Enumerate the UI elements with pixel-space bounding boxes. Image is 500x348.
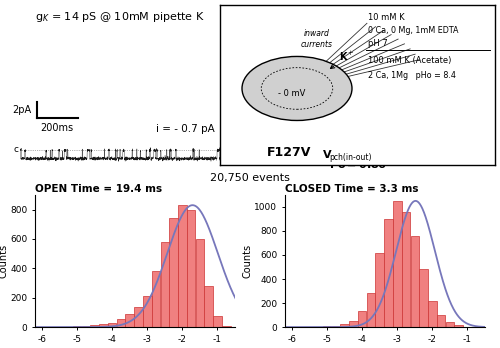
Text: 2pA: 2pA: [12, 105, 31, 115]
Bar: [213, 316, 222, 327]
Bar: [90, 325, 99, 327]
Bar: [222, 326, 230, 327]
Text: F127V: F127V: [266, 146, 311, 159]
Bar: [349, 321, 358, 327]
Bar: [463, 326, 472, 327]
Bar: [358, 311, 366, 327]
Text: i = - 0.7 pA: i = - 0.7 pA: [156, 124, 214, 134]
Bar: [340, 324, 349, 327]
Text: K$^+$: K$^+$: [330, 50, 354, 69]
Y-axis label: Counts: Counts: [243, 244, 253, 278]
Bar: [376, 253, 384, 327]
Bar: [152, 271, 160, 327]
Bar: [420, 269, 428, 327]
Text: pH 7: pH 7: [368, 39, 388, 48]
Text: pch(in-out): pch(in-out): [329, 153, 372, 162]
Bar: [384, 219, 393, 327]
Text: $\mathbf{Po = 0.86}$: $\mathbf{Po = 0.86}$: [329, 158, 388, 169]
Bar: [402, 212, 410, 327]
Text: 100 mM K (Acetate): 100 mM K (Acetate): [368, 56, 452, 65]
Text: 200ms: 200ms: [40, 123, 74, 133]
Bar: [314, 326, 322, 327]
Bar: [99, 324, 108, 327]
Text: 0 Ca, 0 Mg, 1mM EDTA: 0 Ca, 0 Mg, 1mM EDTA: [368, 26, 459, 35]
Bar: [332, 326, 340, 327]
Text: 2 Ca, 1Mg   pHo = 8.4: 2 Ca, 1Mg pHo = 8.4: [368, 71, 456, 80]
Y-axis label: Counts: Counts: [0, 244, 8, 278]
Bar: [73, 326, 82, 327]
Text: 20,750 events: 20,750 events: [210, 173, 290, 183]
Bar: [393, 201, 402, 327]
Bar: [178, 205, 186, 327]
Bar: [126, 314, 134, 327]
Circle shape: [242, 56, 352, 120]
Bar: [428, 301, 436, 327]
Bar: [454, 325, 463, 327]
Bar: [323, 326, 332, 327]
Bar: [437, 315, 446, 327]
Text: CLOSED Time = 3.3 ms: CLOSED Time = 3.3 ms: [285, 184, 418, 194]
Text: 10 mM K: 10 mM K: [368, 13, 405, 22]
Bar: [204, 286, 213, 327]
Bar: [160, 242, 169, 327]
Bar: [366, 293, 376, 327]
Text: $\mathbf{V}_{\mathbf{pch(in\text{-}out)}}$$\mathbf{ = -100mV}$: $\mathbf{V}_{\mathbf{pch(in\text{-}out)}…: [300, 135, 422, 150]
Bar: [116, 319, 126, 327]
Bar: [82, 326, 90, 327]
Bar: [108, 323, 116, 327]
Text: V: V: [322, 150, 331, 160]
Text: - 0 mV: - 0 mV: [278, 89, 305, 98]
Text: g$_K$ = 14 pS @ 10mM pipette K: g$_K$ = 14 pS @ 10mM pipette K: [35, 10, 205, 24]
Bar: [187, 209, 196, 327]
Text: c: c: [14, 145, 18, 154]
Bar: [143, 296, 152, 327]
Text: inward
currents: inward currents: [300, 29, 332, 49]
Bar: [446, 322, 454, 327]
Bar: [410, 236, 419, 327]
Bar: [134, 307, 143, 327]
Bar: [196, 239, 204, 327]
Bar: [170, 219, 178, 327]
Text: OPEN Time = 19.4 ms: OPEN Time = 19.4 ms: [35, 184, 162, 194]
